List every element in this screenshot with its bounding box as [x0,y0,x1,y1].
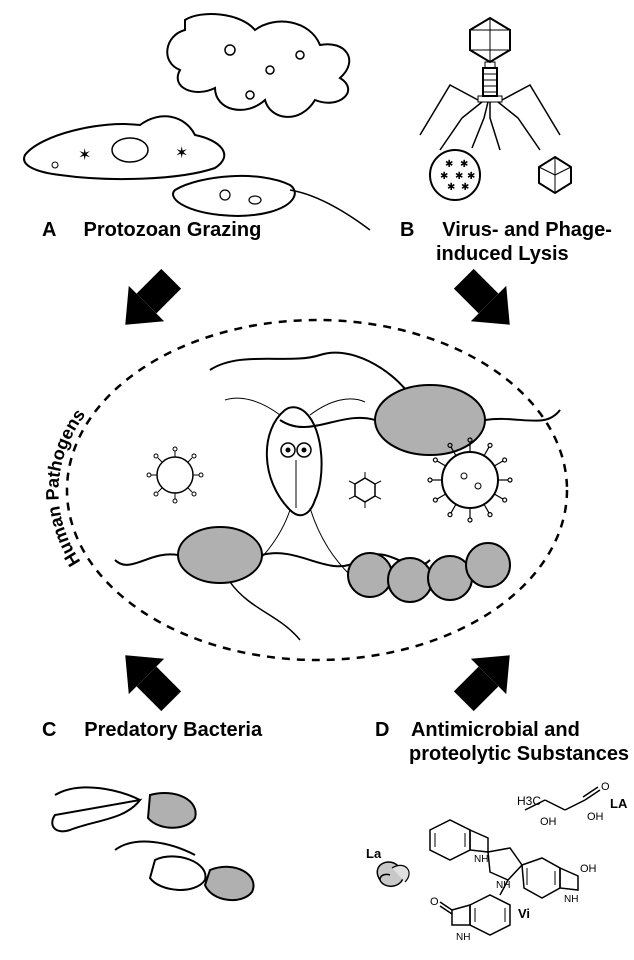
spiky-virus-small [147,447,203,503]
svg-text:OH: OH [587,811,604,823]
svg-text:✱: ✱ [447,182,455,193]
svg-text:NH: NH [474,854,488,865]
svg-text:✱: ✱ [460,159,468,170]
flat-protozoan-icon [24,116,224,179]
svg-text:O: O [430,896,439,908]
pathogens-boundary [67,320,567,660]
cocci-chain [348,543,510,602]
svg-text:H3C: H3C [517,794,541,808]
svg-text:LA: LA [610,796,628,811]
phage-icon [420,18,560,150]
svg-text:✱: ✱ [445,159,453,170]
icosa-virus-icon [539,157,571,193]
svg-text:✱: ✱ [440,171,448,182]
svg-text:NH: NH [456,932,470,943]
chem-structures: H3C OH O OH LA NH NH O NH [366,781,628,943]
svg-text:✱: ✱ [461,182,469,193]
svg-text:✶: ✶ [175,145,188,162]
svg-text:✶: ✶ [78,147,91,164]
svg-text:NH: NH [564,894,578,905]
svg-text:La: La [366,846,382,861]
predatory-bacteria [52,787,253,900]
arrows [108,261,528,719]
sphere-virus-icon: ✱✱ ✱✱✱ ✱✱ [430,150,480,200]
svg-text:Vi: Vi [518,906,530,921]
svg-text:✱: ✱ [467,171,475,182]
svg-text:✱: ✱ [455,171,463,182]
diagram-svg: ✶ ✶ ✱✱ ✱✱✱ ✱✱ [0,0,634,960]
paramecium-icon [173,176,295,216]
svg-text:OH: OH [540,816,557,828]
svg-text:OH: OH [580,863,597,875]
amoeba-icon [167,14,349,117]
svg-text:O: O [601,781,610,793]
